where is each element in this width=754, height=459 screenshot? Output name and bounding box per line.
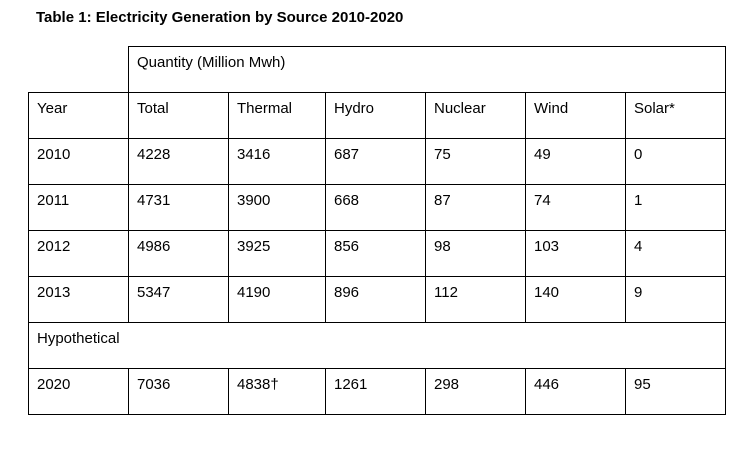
cell-solar: 95 bbox=[624, 368, 727, 415]
cell-nuclear: 112 bbox=[425, 276, 526, 323]
cell-thermal: 3416 bbox=[228, 138, 326, 185]
cell-wind: 140 bbox=[525, 276, 626, 323]
cell-wind: 103 bbox=[525, 230, 626, 277]
cell-nuclear: 98 bbox=[425, 230, 526, 277]
table-row: 2020 7036 4838† 1261 298 446 95 bbox=[28, 368, 727, 415]
cell-thermal: 3900 bbox=[228, 184, 326, 231]
cell-nuclear: 298 bbox=[425, 368, 526, 415]
cell-solar: 0 bbox=[624, 138, 727, 185]
table-row: 2013 5347 4190 896 112 140 9 bbox=[28, 276, 727, 323]
cell-thermal: 4190 bbox=[228, 276, 326, 323]
hypothetical-label-row: Hypothetical bbox=[27, 322, 727, 369]
column-header-wind: Wind bbox=[525, 92, 626, 139]
electricity-generation-table: Quantity (Million Mwh) Year Total Therma… bbox=[27, 46, 727, 415]
cell-solar: 1 bbox=[624, 184, 727, 231]
cell-hydro: 687 bbox=[325, 138, 426, 185]
cell-nuclear: 75 bbox=[425, 138, 526, 185]
cell-total: 5347 bbox=[128, 276, 229, 323]
cell-thermal: 3925 bbox=[228, 230, 326, 277]
table-row: 2010 4228 3416 687 75 49 0 bbox=[28, 138, 727, 185]
column-header-nuclear: Nuclear bbox=[425, 92, 526, 139]
column-header-hydro: Hydro bbox=[325, 92, 426, 139]
column-header-year: Year bbox=[28, 92, 129, 139]
column-header-total: Total bbox=[128, 92, 229, 139]
cell-year: 2013 bbox=[28, 276, 129, 323]
column-header-thermal: Thermal bbox=[228, 92, 326, 139]
column-header-solar: Solar* bbox=[624, 92, 727, 139]
cell-hydro: 896 bbox=[325, 276, 426, 323]
empty-corner-cell bbox=[28, 46, 129, 93]
cell-wind: 74 bbox=[525, 184, 626, 231]
cell-year: 2010 bbox=[28, 138, 129, 185]
cell-year: 2020 bbox=[28, 368, 129, 415]
hypothetical-label: Hypothetical bbox=[27, 322, 727, 369]
cell-wind: 446 bbox=[525, 368, 626, 415]
cell-total: 7036 bbox=[128, 368, 229, 415]
cell-nuclear: 87 bbox=[425, 184, 526, 231]
cell-hydro: 856 bbox=[325, 230, 426, 277]
table-title: Table 1: Electricity Generation by Sourc… bbox=[36, 9, 404, 26]
column-header-row: Year Total Thermal Hydro Nuclear Wind So… bbox=[28, 92, 727, 139]
cell-total: 4731 bbox=[128, 184, 229, 231]
cell-wind: 49 bbox=[525, 138, 626, 185]
cell-solar: 4 bbox=[624, 230, 727, 277]
cell-hydro: 668 bbox=[325, 184, 426, 231]
cell-thermal: 4838† bbox=[228, 368, 326, 415]
table-row: 2011 4731 3900 668 87 74 1 bbox=[28, 184, 727, 231]
cell-total: 4986 bbox=[128, 230, 229, 277]
quantity-header: Quantity (Million Mwh) bbox=[127, 46, 727, 93]
quantity-header-row: Quantity (Million Mwh) bbox=[28, 46, 727, 93]
table-row: 2012 4986 3925 856 98 103 4 bbox=[28, 230, 727, 277]
cell-year: 2012 bbox=[28, 230, 129, 277]
cell-solar: 9 bbox=[624, 276, 727, 323]
cell-total: 4228 bbox=[128, 138, 229, 185]
cell-hydro: 1261 bbox=[325, 368, 426, 415]
cell-year: 2011 bbox=[28, 184, 129, 231]
